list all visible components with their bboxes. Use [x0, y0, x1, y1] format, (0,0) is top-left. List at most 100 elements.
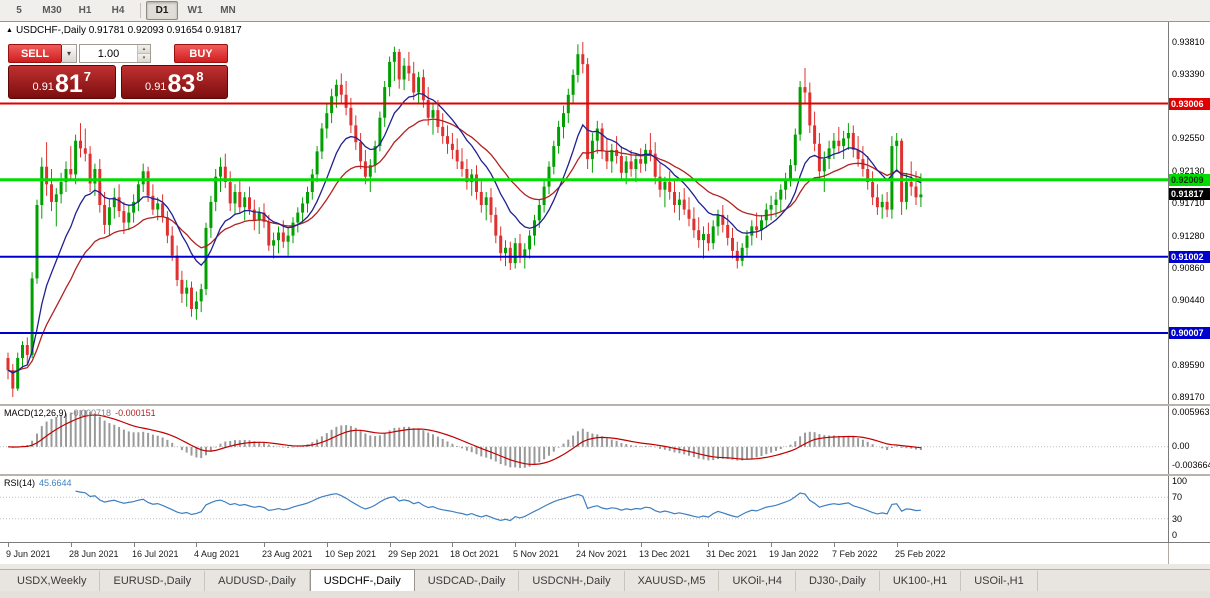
- sell-price-panel[interactable]: 0.91 81 7: [8, 65, 116, 99]
- date-axis-label: 19 Jan 2022: [769, 549, 819, 559]
- toolbar-separator: [140, 3, 141, 18]
- date-axis-tick: [452, 543, 453, 547]
- price-chart-canvas[interactable]: [0, 22, 1168, 404]
- volume-increase-button[interactable]: ▴: [138, 45, 150, 54]
- timeframe-button-w1[interactable]: W1: [187, 5, 203, 16]
- buy-price-big: 83: [167, 70, 196, 98]
- macd-axis: 0.005963 0.00 -0.003664: [1168, 406, 1210, 474]
- rsi-panel: 100 70 30 0 RSI(14) 45.6644: [0, 476, 1210, 542]
- rsi-line: [75, 490, 921, 522]
- panel-splitter[interactable]: [0, 474, 1210, 476]
- chart-tab-usdcad-daily[interactable]: USDCAD-,Daily: [415, 570, 520, 591]
- chart-tab-audusd-daily[interactable]: AUDUSD-,Daily: [205, 570, 310, 591]
- chart-tab-usoil-h1[interactable]: USOil-,H1: [961, 570, 1038, 591]
- price-axis-label: 0.93810: [1172, 37, 1205, 47]
- status-strip: [0, 564, 1210, 569]
- date-axis-label: 25 Feb 2022: [895, 549, 946, 559]
- chart-tab-usdchf-daily[interactable]: USDCHF-,Daily: [309, 569, 415, 592]
- price-axis[interactable]: 0.938100.933900.929700.925500.921300.917…: [1168, 22, 1210, 404]
- date-axis-tick: [196, 543, 197, 547]
- price-level-badge: 0.93006: [1169, 98, 1210, 110]
- date-axis-tick: [264, 543, 265, 547]
- macd-axis-label: 0.005963: [1172, 407, 1210, 417]
- chart-marker-icon: ▲: [6, 27, 13, 34]
- sell-price-big: 81: [54, 70, 83, 98]
- price-axis-label: 0.91280: [1172, 231, 1205, 241]
- buy-price-panel[interactable]: 0.91 83 8: [120, 65, 228, 99]
- trade-prices-row: 0.91 81 7 0.91 83 8: [8, 65, 228, 99]
- timeframe-button-m30[interactable]: M30: [42, 5, 62, 16]
- chart-tab-usdcnh-daily[interactable]: USDCNH-,Daily: [519, 570, 625, 591]
- date-axis-label: 13 Dec 2021: [639, 549, 691, 559]
- timeframe-button-h1[interactable]: H1: [78, 5, 92, 16]
- rsi-indicator-label: RSI(14) 45.6644: [4, 478, 72, 488]
- rsi-name: RSI(14): [4, 478, 36, 488]
- chevron-down-icon: ▾: [66, 49, 71, 58]
- date-axis-label: 4 Aug 2021: [194, 549, 240, 559]
- sell-price-sup: 7: [83, 69, 91, 84]
- date-axis-tick: [390, 543, 391, 547]
- rsi-axis-label: 30: [1172, 514, 1183, 524]
- macd-signal-value: -0.000151: [115, 408, 156, 418]
- bottom-edge: [0, 591, 1210, 598]
- rsi-axis-label: 100: [1172, 476, 1188, 486]
- volume-spinner: ▴ ▾: [137, 45, 150, 62]
- date-axis-label: 23 Aug 2021: [262, 549, 313, 559]
- date-axis-tick: [708, 543, 709, 547]
- timeframe-button-h4[interactable]: H4: [111, 5, 125, 16]
- buy-price-prefix: 0.91: [145, 81, 167, 93]
- date-axis-label: 7 Feb 2022: [832, 549, 878, 559]
- date-axis-tick: [8, 543, 9, 547]
- price-axis-label: 0.89590: [1172, 360, 1205, 370]
- volume-box: ▴ ▾: [79, 44, 151, 63]
- sell-price-prefix: 0.91: [32, 81, 54, 93]
- date-axis-label: 10 Sep 2021: [325, 549, 377, 559]
- panel-splitter[interactable]: [0, 404, 1210, 406]
- sell-button[interactable]: SELL: [8, 44, 62, 63]
- trade-options-dropdown[interactable]: ▾: [62, 44, 77, 63]
- price-axis-label: 0.92130: [1172, 166, 1205, 176]
- spinner-down-icon: ▾: [142, 54, 146, 61]
- price-axis-label: 0.93390: [1172, 69, 1205, 79]
- volume-decrease-button[interactable]: ▾: [138, 54, 150, 62]
- chart-tab-ukoil-h4[interactable]: UKOil-,H4: [719, 570, 796, 591]
- rsi-axis-label: 0: [1172, 530, 1178, 540]
- macd-indicator-label: MACD(12,26,9) -0.000718 -0.000151: [4, 408, 156, 418]
- chart-tab-xauusd-m5[interactable]: XAUUSD-,M5: [625, 570, 720, 591]
- macd-chart-canvas[interactable]: [0, 406, 1168, 474]
- date-axis-tick: [515, 543, 516, 547]
- chart-tab-bar: USDX,Weekly EURUSD-,Daily AUDUSD-,Daily USD…: [0, 569, 1210, 592]
- rsi-chart-canvas[interactable]: [0, 476, 1168, 542]
- date-axis-tick: [134, 543, 135, 547]
- timeframe-button-d1[interactable]: D1: [146, 1, 178, 20]
- chart-tab-dj30-daily[interactable]: DJ30-,Daily: [796, 570, 880, 591]
- chart-tab-eurusd-daily[interactable]: EURUSD-,Daily: [100, 570, 206, 591]
- date-axis-tick: [771, 543, 772, 547]
- axis-separator: [1168, 543, 1169, 565]
- timeframe-button-mn[interactable]: MN: [220, 5, 236, 16]
- rsi-axis-label: 70: [1172, 492, 1183, 502]
- macd-panel: 0.005963 0.00 -0.003664 MACD(12,26,9) -0.00…: [0, 406, 1210, 474]
- macd-main-value: -0.000718: [70, 408, 112, 418]
- date-axis-label: 29 Sep 2021: [388, 549, 440, 559]
- date-axis-label: 5 Nov 2021: [513, 549, 560, 559]
- chart-tab-uk100-h1[interactable]: UK100-,H1: [880, 570, 962, 591]
- one-click-trading-widget: SELL ▾ ▴ ▾ BUY 0.91 81 7: [8, 44, 228, 99]
- timeframe-button-5[interactable]: 5: [16, 5, 22, 16]
- horizontal-level-lines[interactable]: [0, 102, 1168, 334]
- date-axis-tick: [834, 543, 835, 547]
- date-axis-tick: [71, 543, 72, 547]
- date-axis-tick: [641, 543, 642, 547]
- chart-tab-usdx-weekly[interactable]: USDX,Weekly: [4, 570, 101, 591]
- date-axis-tick: [327, 543, 328, 547]
- rsi-axis: 100 70 30 0: [1168, 476, 1210, 542]
- buy-button[interactable]: BUY: [174, 44, 228, 63]
- volume-input[interactable]: [80, 45, 137, 62]
- chart-symbol-label: USDCHF-,Daily: [15, 25, 86, 36]
- date-axis-tick: [897, 543, 898, 547]
- rsi-value: 45.6644: [39, 478, 72, 488]
- macd-histogram: [11, 410, 922, 468]
- macd-axis-label: 0.00: [1172, 441, 1190, 451]
- date-axis-label: 16 Jul 2021: [132, 549, 179, 559]
